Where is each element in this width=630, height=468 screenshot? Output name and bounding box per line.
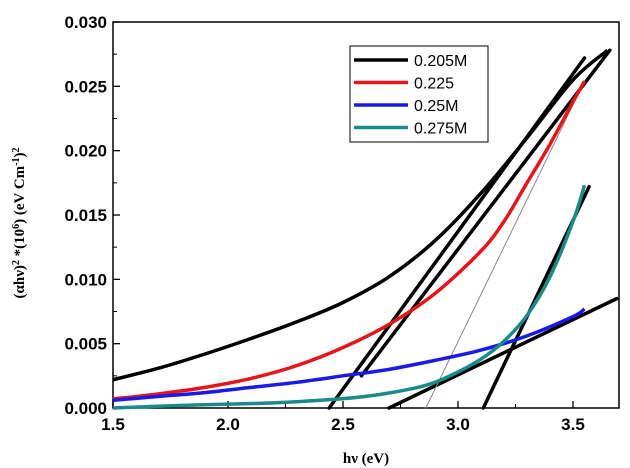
y-tick-label: 0.030	[64, 13, 107, 32]
legend: 0.205M 0.225 0.25M 0.275M	[349, 45, 489, 143]
y-tick-label: 0.005	[64, 335, 107, 354]
legend-label: 0.225	[414, 76, 454, 93]
fit-line	[359, 48, 612, 378]
x-tick-label: 1.5	[101, 415, 125, 434]
series-line	[112, 80, 587, 401]
y-axis-ticks: 0.000 0.005 0.010 0.015 0.020 0.025 0.030	[64, 13, 120, 418]
fit-line	[387, 296, 619, 410]
y-axis-label: (αhν)2 *(106) (eV Cm-1)2	[11, 147, 29, 298]
legend-label: 0.275M	[414, 121, 467, 138]
y-tick-label: 0.010	[64, 270, 107, 289]
x-tick-label: 3.5	[561, 415, 585, 434]
data-series	[112, 48, 609, 410]
y-tick-label: 0.025	[64, 77, 107, 96]
legend-label: 0.205M	[414, 53, 467, 70]
x-tick-label: 3.0	[446, 415, 470, 434]
legend-label: 0.25M	[414, 98, 458, 115]
fit-line	[425, 80, 585, 409]
x-tick-label: 2.5	[331, 415, 355, 434]
series-line	[112, 48, 609, 382]
y-tick-label: 0.000	[64, 399, 107, 418]
x-axis-ticks: 1.5 2.0 2.5 3.0 3.5	[101, 401, 585, 434]
y-tick-label: 0.020	[64, 142, 107, 161]
x-axis-label: hν (eV)	[343, 451, 389, 467]
y-tick-label: 0.015	[64, 206, 107, 225]
series-line	[112, 184, 587, 410]
x-tick-label: 2.0	[216, 415, 240, 434]
tangent-fit-lines	[327, 48, 619, 410]
series-line	[112, 307, 586, 403]
